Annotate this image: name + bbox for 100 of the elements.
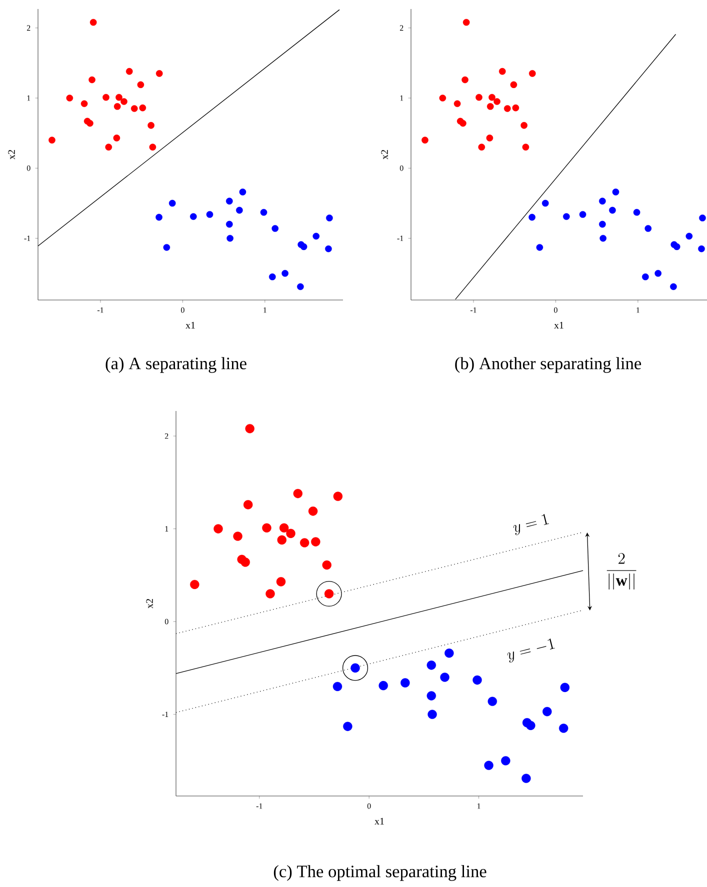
point (670, 283, 677, 290)
y-tick-label: 2 (400, 25, 404, 31)
point (512, 104, 519, 112)
point (130, 105, 138, 112)
point (206, 211, 214, 218)
point (472, 675, 482, 685)
point (312, 232, 320, 240)
point (156, 70, 163, 77)
y-tick-label: -1 (162, 712, 168, 717)
point (137, 81, 144, 88)
point (440, 672, 450, 682)
x-tick-label: 0 (554, 307, 558, 313)
point (139, 104, 146, 112)
point (500, 756, 510, 766)
point (579, 211, 586, 218)
point (149, 144, 156, 151)
text: (c) The optimal separating line (274, 865, 486, 881)
point (277, 535, 286, 545)
point (521, 774, 531, 783)
point (342, 655, 368, 681)
x-tick-label: -1 (470, 307, 476, 313)
point (644, 225, 652, 232)
point (462, 18, 470, 26)
point (493, 98, 500, 105)
point (105, 144, 112, 151)
point (322, 560, 332, 570)
text: (a) A separating line (106, 357, 246, 373)
point (562, 213, 570, 220)
x-axis-title: x1 (374, 818, 384, 825)
x-tick-label: -1 (256, 803, 262, 809)
point (236, 206, 243, 214)
point (654, 270, 662, 277)
point (426, 660, 436, 670)
point (163, 244, 170, 251)
y-tick-label: 1 (165, 526, 168, 532)
point (88, 76, 96, 84)
text: (b) Another separating line (455, 357, 641, 373)
point (226, 198, 233, 205)
point (272, 225, 278, 232)
y-tick-label: 0 (400, 165, 404, 171)
point (528, 70, 536, 77)
y-tick-label: -1 (397, 236, 404, 241)
point (332, 682, 342, 692)
point (296, 283, 304, 290)
point (226, 220, 233, 228)
point (233, 532, 242, 541)
point (226, 234, 234, 242)
point (266, 589, 275, 598)
point (528, 214, 536, 221)
point (378, 680, 388, 690)
point (324, 245, 332, 252)
point (426, 691, 436, 700)
x-tick-label: 0 (367, 803, 371, 809)
point (243, 500, 253, 510)
point (260, 208, 268, 216)
point (115, 94, 122, 101)
point (300, 538, 310, 548)
point (155, 214, 162, 221)
point (333, 492, 342, 501)
x-tick-label: 1 (263, 307, 266, 313)
point (478, 144, 485, 151)
point (342, 722, 352, 732)
point (286, 528, 296, 538)
point (126, 68, 133, 75)
point (102, 94, 110, 101)
x-tick-label: -1 (97, 307, 104, 313)
y-tick-label: -1 (24, 236, 30, 241)
point (444, 648, 454, 658)
point (300, 243, 308, 250)
x-axis-title: x1 (554, 322, 564, 329)
point (245, 424, 254, 434)
point (542, 706, 552, 716)
point (542, 200, 549, 207)
point (279, 523, 289, 532)
point (428, 710, 437, 719)
point (90, 18, 97, 26)
y-axis-title: x2 (381, 150, 388, 160)
point (486, 134, 493, 142)
point (522, 144, 529, 151)
point (459, 120, 466, 127)
point (190, 580, 200, 590)
point (308, 506, 318, 516)
point (439, 94, 446, 102)
point (536, 244, 543, 251)
point (80, 100, 88, 108)
point (214, 524, 223, 534)
point (488, 696, 497, 706)
point (86, 120, 94, 127)
point (48, 136, 56, 144)
point (526, 720, 536, 730)
point (598, 198, 606, 205)
point (114, 103, 121, 110)
point (520, 122, 528, 129)
point (276, 577, 286, 586)
annotation: $y = -1$ (507, 638, 555, 663)
y-tick-label: 1 (27, 95, 30, 101)
point (484, 760, 494, 770)
point (608, 206, 616, 214)
point (686, 232, 692, 240)
point (475, 94, 482, 101)
